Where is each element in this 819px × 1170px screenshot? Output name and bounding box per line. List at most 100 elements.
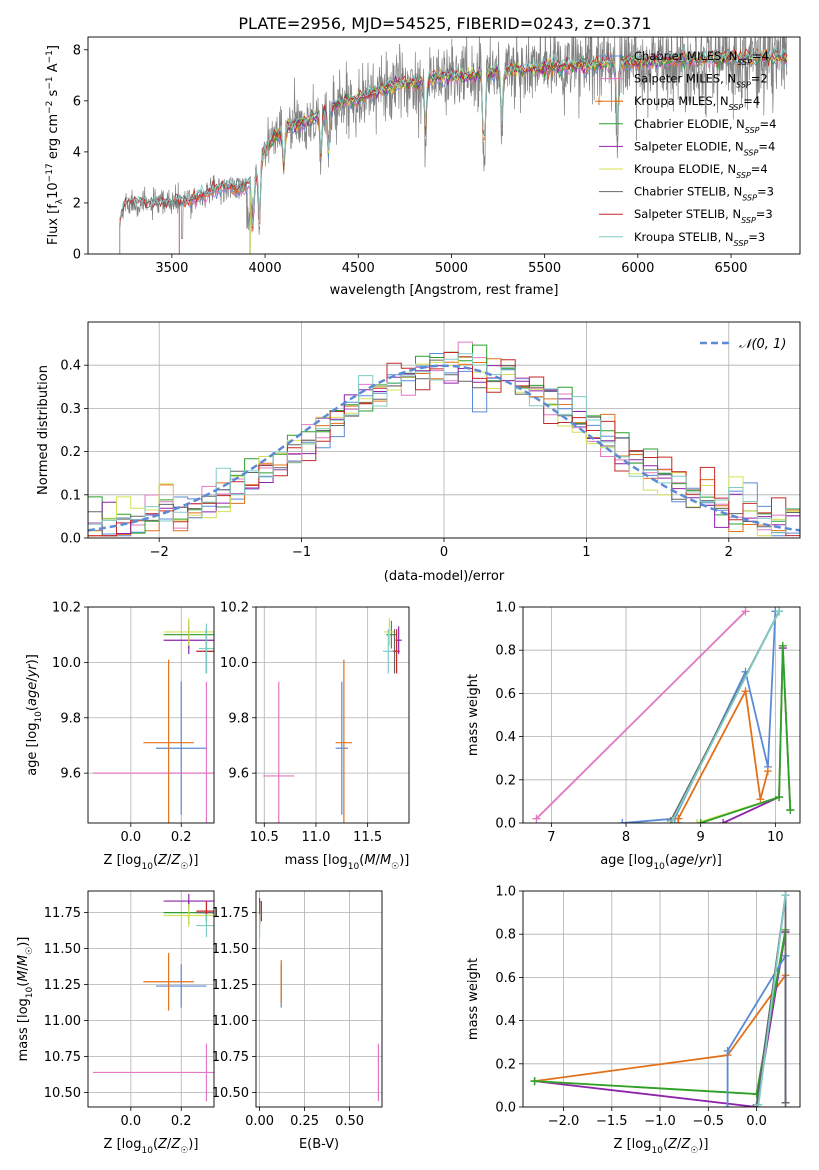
- weight-marker: [775, 607, 784, 616]
- label-part: λ: [55, 198, 65, 204]
- label-part: 10: [141, 862, 153, 872]
- legend-label: Kroupa STELIB, NSSP=3: [634, 230, 765, 248]
- observed-spectrum-line: [119, 37, 788, 240]
- axes-frame: [522, 890, 801, 1108]
- label-part: Z [log: [104, 1137, 142, 1152]
- weight-marker: [719, 819, 728, 823]
- x-tick-label: 5000: [435, 261, 468, 276]
- y-tick-label: 11.25: [44, 978, 81, 993]
- plot-area-age_vs_Z: [88, 607, 214, 823]
- x-tick-label: 0.25: [290, 1114, 319, 1129]
- y-tick-label: 10.50: [44, 1086, 81, 1101]
- label-part: Z: [157, 1137, 168, 1152]
- label-part: Z: [667, 1137, 678, 1152]
- axes-massweight_vs_Z: −2.0 −1.5 −1.0 −0.5 0.0 0.0 0.2 0.4 0.6 0.8 1.0 Z […: [466, 885, 801, 1156]
- legend-label: Kroupa ELODIE, NSSP=4: [634, 162, 768, 180]
- y-tick-label: 10.2: [52, 601, 81, 616]
- label-part: Z: [170, 853, 181, 868]
- label-part: 10: [34, 711, 44, 723]
- label-part: Z [log: [614, 1137, 652, 1152]
- weight-marker: [530, 1077, 539, 1086]
- label-part: 10: [651, 1146, 663, 1156]
- x-tick-label: 0.0: [746, 1114, 767, 1129]
- y-tick-label: 0.0: [495, 1101, 516, 1116]
- label-part: yr: [25, 663, 40, 679]
- legend-marker: [595, 97, 623, 106]
- weight-marker: [723, 1046, 732, 1055]
- legend-label-text: Kroupa MILES, N: [634, 94, 729, 108]
- legend-label: Chabrier STELIB, NSSP=3: [634, 185, 774, 203]
- y-tick-label: 0.1: [60, 488, 81, 503]
- histogram-legend: 𝒩(0, 1): [700, 337, 786, 352]
- y-axis-label: mass weight: [466, 958, 481, 1040]
- label-part: Z [log: [104, 853, 142, 868]
- y-axis-label: Normed distribution: [36, 365, 51, 495]
- axes-frame: [522, 606, 801, 824]
- weight-marker: [532, 814, 541, 823]
- axes-mass_vs_Z: 0.0 0.2 10.50 10.75 11.00 11.25 11.50 11.75 Z [l…: [16, 890, 215, 1156]
- legend-label: Salpeter ELODIE, NSSP=4: [634, 139, 775, 157]
- x-tick-label: 6500: [714, 261, 747, 276]
- y-tick-label: 11.25: [212, 978, 249, 993]
- label-part: (: [153, 1137, 158, 1152]
- label-part: A: [46, 63, 61, 76]
- weight-marker: [756, 795, 765, 804]
- y-tick-label: 10.2: [220, 601, 249, 616]
- x-tick-label: 10: [767, 830, 784, 845]
- x-axis-label: mass [log10(M/M☉)]: [285, 853, 410, 872]
- x-tick-label: 8: [622, 830, 630, 845]
- weight-marker: [692, 819, 701, 823]
- y-tick-label: 1.0: [495, 885, 516, 900]
- x-tick-label: 0.50: [335, 1114, 364, 1129]
- label-part: (: [359, 853, 364, 868]
- legend-label-sub: SSP: [745, 125, 760, 134]
- y-tick-label: 4: [73, 145, 81, 160]
- x-tick-label: 1: [582, 545, 590, 560]
- y-tick-label: 6: [73, 94, 81, 109]
- y-tick-label: 9.8: [60, 711, 81, 726]
- x-tick-label: 4000: [249, 261, 282, 276]
- label-part: yr: [698, 853, 714, 868]
- label-part: Z: [680, 1137, 691, 1152]
- legend-label: Kroupa MILES, NSSP=4: [634, 94, 760, 112]
- label-part: 10: [653, 862, 665, 872]
- weight-line-chabrier-miles: [622, 611, 777, 823]
- figure-title: PLATE=2956, MJD=54525, FIBERID=0243, z=0…: [238, 14, 651, 33]
- x-tick-label: 0.2: [171, 830, 192, 845]
- weight-marker: [781, 891, 790, 900]
- axes-age_vs_Z: 0.0 0.29.69.810.010.2Z [log10(Z/Z☉)]age […: [25, 601, 215, 872]
- x-tick-label: 4500: [342, 261, 375, 276]
- y-tick-label: 0.4: [495, 1014, 516, 1029]
- plot-area-massweight_vs_age: [523, 607, 800, 823]
- legend-label: Salpeter STELIB, NSSP=3: [634, 207, 773, 225]
- legend-label-text: Salpeter STELIB, N: [634, 207, 741, 221]
- y-tick-label: 0.0: [495, 817, 516, 832]
- axes-mass_vs_ebv: 0.00 0.25 0.50 10.50 10.75 11.00 11.25 11.50 11.…: [212, 890, 383, 1152]
- y-tick-label: 0.0: [60, 532, 81, 547]
- legend-label-tail: =3: [757, 185, 774, 199]
- y-tick-label: 0.3: [60, 402, 81, 417]
- x-axis-label: wavelength [Angstrom, rest frame]: [330, 283, 559, 298]
- label-part: (: [665, 853, 670, 868]
- axes-frame: [255, 606, 410, 824]
- x-tick-label: −1.5: [596, 1114, 628, 1129]
- y-axis-label: age [log10(age/yr)]: [25, 654, 44, 776]
- label-part: )]: [188, 1137, 198, 1152]
- legend-label-text: Kroupa STELIB, N: [634, 230, 734, 244]
- label-part: age [log: [600, 853, 653, 868]
- weight-line-kroupa-stelib: [671, 610, 780, 822]
- model-spectrum-salpeter-stelib: [119, 45, 788, 254]
- legend-label-tail: =3: [756, 207, 773, 221]
- legend-label-sub: SSP: [737, 58, 752, 67]
- x-tick-label: 11.5: [353, 830, 382, 845]
- legend-label-sub: SSP: [736, 80, 751, 89]
- label-part: 10: [141, 1146, 153, 1156]
- label-part: ☉: [690, 1146, 698, 1156]
- legend-label-sub: SSP: [744, 148, 759, 157]
- label-part: ☉: [391, 862, 399, 872]
- x-tick-label: −1.0: [644, 1114, 676, 1129]
- label-part: )]: [188, 853, 198, 868]
- legend-label-tail: =4: [751, 162, 768, 176]
- plot-area-age_vs_mass: [256, 607, 409, 823]
